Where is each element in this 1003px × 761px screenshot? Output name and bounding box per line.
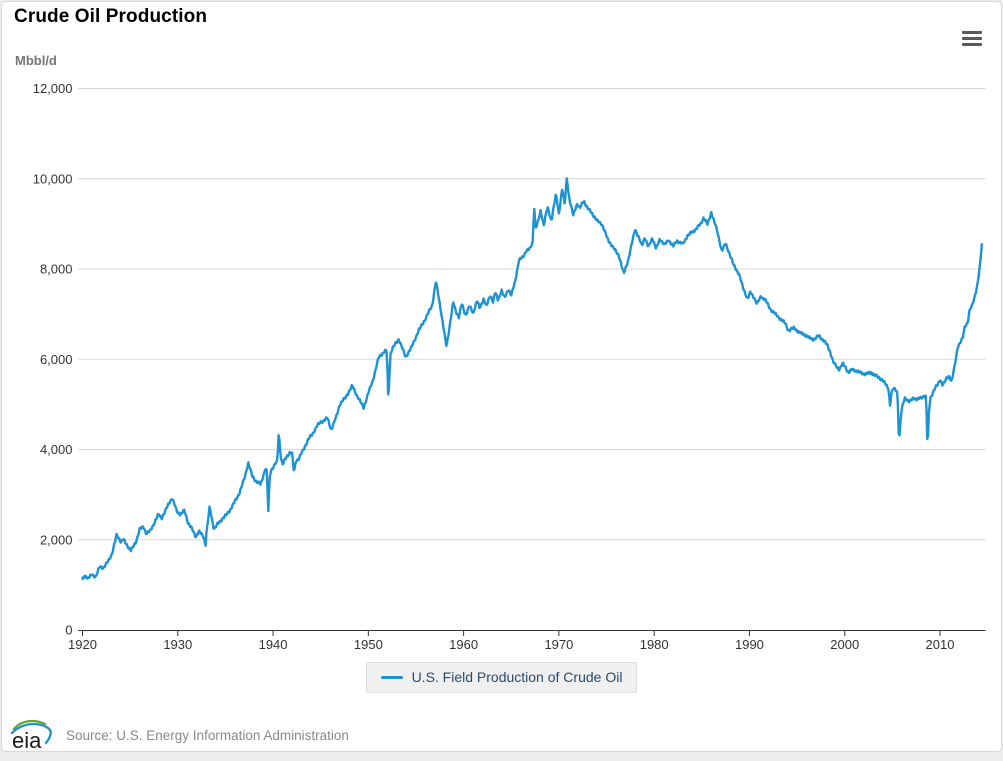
y-axis-tick-label: 2,000 — [40, 532, 73, 547]
legend-line-marker — [380, 675, 403, 679]
logo-text: eia — [12, 728, 42, 753]
hamburger-menu-icon — [962, 36, 982, 41]
x-axis-tick-label: 1930 — [163, 637, 192, 652]
x-axis-tick-label: 1980 — [640, 637, 669, 652]
eia-logo[interactable]: eia — [11, 716, 53, 754]
x-axis-tick-label: 1940 — [259, 637, 288, 652]
y-axis-tick-label: 6,000 — [40, 352, 73, 367]
legend: U.S. Field Production of Crude Oil — [2, 662, 1001, 693]
x-axis-tick-label: 2010 — [926, 637, 955, 652]
hamburger-menu-icon — [962, 31, 982, 35]
x-axis-tick-label: 1950 — [354, 637, 383, 652]
y-axis-tick-label: 12,000 — [33, 81, 73, 96]
legend-label: U.S. Field Production of Crude Oil — [411, 669, 623, 685]
y-axis-tick-label: 10,000 — [33, 171, 73, 186]
y-axis-tick-label: 4,000 — [40, 442, 73, 457]
source-attribution: Source: U.S. Energy Information Administ… — [66, 727, 349, 743]
page-title: Crude Oil Production — [14, 6, 208, 27]
logo-green-swoosh-icon — [12, 719, 47, 731]
x-axis-tick-label: 1960 — [449, 637, 478, 652]
x-axis-tick-label: 2000 — [830, 637, 859, 652]
x-axis-tick-label: 1920 — [68, 637, 97, 652]
y-axis-tick-label: 0 — [65, 623, 72, 638]
y-axis-tick-label: 8,000 — [40, 262, 73, 277]
footer: eia Source: U.S. Energy Information Admi… — [11, 715, 349, 755]
legend-item-crude-oil[interactable]: U.S. Field Production of Crude Oil — [365, 662, 638, 693]
x-axis-tick-label: 1990 — [735, 637, 764, 652]
x-axis-tick-label: 1970 — [544, 637, 573, 652]
y-axis-unit-label: Mbbl/d — [15, 53, 57, 68]
chart-context-menu-button[interactable] — [961, 30, 983, 47]
hamburger-menu-icon — [962, 42, 982, 46]
production-line-series[interactable] — [81, 177, 983, 581]
logo-blue-swoosh-icon — [11, 722, 52, 745]
